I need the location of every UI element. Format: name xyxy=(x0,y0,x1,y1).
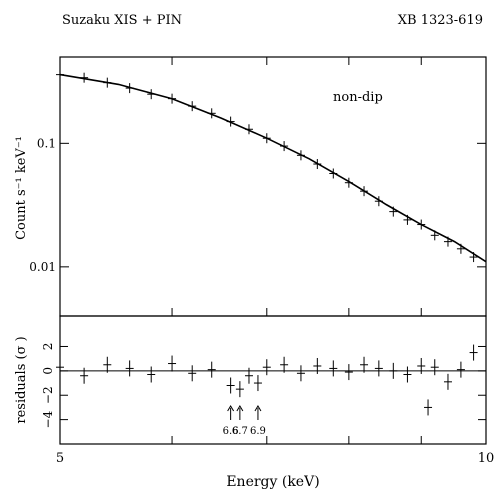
y-tick-label-residuals: 2 xyxy=(41,343,55,351)
data-point xyxy=(296,150,305,161)
residual-point xyxy=(443,373,452,390)
residual-point xyxy=(456,361,465,378)
residual-point xyxy=(360,356,369,373)
residual-point xyxy=(56,359,64,376)
data-point xyxy=(80,72,89,83)
y-tick-label-spectrum: 0.1 xyxy=(37,136,56,150)
data-point xyxy=(125,83,134,94)
panel-annotation: non-dip xyxy=(333,90,383,105)
data-point xyxy=(168,93,177,104)
data-point xyxy=(469,252,478,263)
y-tick-label-residuals: −4 xyxy=(41,410,55,428)
residual-point xyxy=(125,360,134,377)
residual-point xyxy=(147,366,156,383)
residual-point xyxy=(188,365,197,382)
residual-point xyxy=(244,367,253,384)
data-point xyxy=(403,214,412,225)
data-point xyxy=(374,196,383,207)
data-point xyxy=(313,159,322,170)
line-marker: 6.9 xyxy=(250,405,266,437)
residual-point xyxy=(374,360,383,377)
residual-point xyxy=(424,399,433,416)
data-point xyxy=(430,230,439,241)
data-point xyxy=(262,133,271,144)
line-marker-label: 6.7 xyxy=(232,426,248,437)
residual-point xyxy=(403,366,412,383)
model-line xyxy=(59,73,487,263)
line-marker-label: 6.6 xyxy=(223,426,239,437)
data-point xyxy=(147,89,156,100)
data-point xyxy=(207,108,216,119)
header-left-title: Suzaku XIS + PIN xyxy=(62,13,182,28)
residual-point xyxy=(329,360,338,377)
line-marker-label: 6.9 xyxy=(250,426,266,437)
data-point xyxy=(244,124,253,135)
y-tick-label-residuals: 0 xyxy=(41,367,55,375)
residual-point xyxy=(280,356,289,373)
x-tick-label: 5 xyxy=(56,451,64,466)
residual-point xyxy=(80,367,89,384)
data-point xyxy=(56,69,64,80)
data-point xyxy=(344,177,353,188)
data-point xyxy=(280,141,289,152)
residual-point xyxy=(389,362,398,379)
y-tick-label-residuals: −2 xyxy=(41,386,55,404)
residuals-panel-frame xyxy=(59,315,487,445)
residual-point xyxy=(344,364,353,381)
x-tick-label: 10 xyxy=(478,451,494,466)
data-point xyxy=(417,219,426,230)
residual-point xyxy=(168,355,177,372)
data-point xyxy=(329,168,338,179)
data-point xyxy=(226,116,235,127)
data-point xyxy=(443,236,452,247)
residual-point xyxy=(226,377,235,394)
data-point xyxy=(360,186,369,197)
residual-point xyxy=(103,356,112,373)
residual-point xyxy=(313,357,322,374)
residual-point xyxy=(296,365,305,382)
y-axis-label-residuals: residuals (σ ) xyxy=(14,336,29,423)
residual-point xyxy=(253,375,262,392)
x-axis-label: Energy (keV) xyxy=(226,474,319,490)
y-tick-label-spectrum: 0.01 xyxy=(29,260,56,274)
residual-point xyxy=(262,359,271,376)
data-point xyxy=(389,206,398,217)
header-right-title: XB 1323-619 xyxy=(398,13,483,28)
data-point xyxy=(188,101,197,112)
line-marker: 6.6 xyxy=(223,405,239,437)
data-point xyxy=(103,77,112,88)
residual-point xyxy=(235,381,244,398)
spectrum-panel: 0.01 0.1 xyxy=(29,57,487,316)
residual-point xyxy=(430,359,439,376)
residual-point xyxy=(207,361,216,378)
residuals-panel: −4 −2 0 2 6.66.7 6.9 5 10 xyxy=(41,343,494,466)
residual-point xyxy=(417,357,426,374)
data-point xyxy=(456,243,465,254)
line-marker: 6.7 xyxy=(232,405,248,437)
spectrum-panel-frame xyxy=(59,56,487,317)
residual-point xyxy=(469,344,478,361)
y-axis-label-spectrum: Count s⁻¹ keV⁻¹ xyxy=(14,136,29,240)
